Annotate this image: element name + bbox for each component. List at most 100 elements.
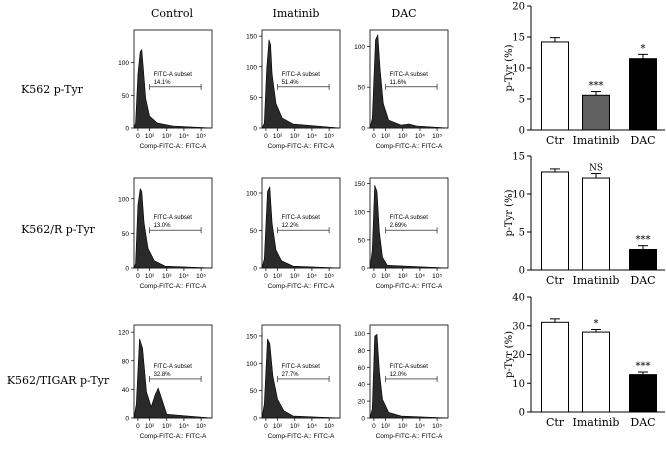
histogram-y-tick-label: 100 <box>246 64 257 71</box>
gate-percent: 27.7% <box>282 372 300 378</box>
histogram-distribution <box>369 33 449 129</box>
gate-percent: 12.0% <box>390 372 408 378</box>
histogram-y-tick-label: 0 <box>125 416 129 423</box>
histogram-x-tick-label: 10⁴ <box>179 273 189 280</box>
gate-label: FITC-A subset <box>154 364 193 370</box>
bar-y-tick-label: 15 <box>512 33 525 44</box>
histogram-x-axis-label: Comp-FITC-A:: FITC-A <box>268 433 335 440</box>
column-header-imatinib: Imatinib <box>273 7 320 20</box>
gate-label: FITC-A subset <box>390 72 429 78</box>
histogram-x-tick-label: 10³ <box>290 273 300 280</box>
gate-label: FITC-A subset <box>390 215 429 221</box>
histogram-y-tick-label: 100 <box>246 361 257 368</box>
bar-category-label: DAC <box>630 134 655 147</box>
histogram-x-tick-label: 10³ <box>398 423 408 430</box>
histogram-y-tick-label: 50 <box>250 388 258 395</box>
histogram-x-tick-label: 10⁵ <box>324 423 334 430</box>
histogram-x-tick-label: 10² <box>145 133 155 140</box>
histogram-y-tick-label: 100 <box>354 331 365 338</box>
histogram-x-tick-label: 10² <box>273 423 283 430</box>
bar <box>629 58 657 131</box>
row-label-k562r: K562/R p-Tyr <box>21 223 96 236</box>
histogram-x-tick-label: 10⁵ <box>432 423 442 430</box>
histogram-x-axis-label: Comp-FITC-A:: FITC-A <box>376 143 443 150</box>
column-header-control: Control <box>151 7 193 20</box>
bar-category-label: DAC <box>630 274 655 287</box>
histogram-x-axis-label: Comp-FITC-A:: FITC-A <box>140 143 207 150</box>
histogram-x-tick-label: 10³ <box>162 273 172 280</box>
significance-marker: *** <box>589 81 604 92</box>
bar-y-tick-label: 40 <box>512 293 525 304</box>
histogram-x-axis-label: Comp-FITC-A:: FITC-A <box>268 283 335 290</box>
bar-y-tick-label: 15 <box>512 152 525 163</box>
histogram-distribution <box>369 185 449 269</box>
histogram-y-tick-label: 0 <box>361 266 365 273</box>
histogram-distribution <box>261 338 341 419</box>
significance-marker: *** <box>636 361 651 372</box>
bar-y-tick-label: 0 <box>519 266 525 277</box>
gate-percent: 11.6% <box>390 80 407 86</box>
histogram-y-tick-label: 100 <box>246 191 257 198</box>
gate-percent: 51.4% <box>282 80 300 86</box>
histogram-x-tick-label: 10⁵ <box>196 273 206 280</box>
histogram-y-tick-label: 60 <box>358 365 366 372</box>
histogram-x-tick-label: 0 <box>372 423 376 430</box>
gate-label: FITC-A subset <box>282 72 321 78</box>
gate-label: FITC-A subset <box>154 72 193 78</box>
histogram-x-tick-label: 10³ <box>398 273 408 280</box>
bar <box>582 94 610 131</box>
bar-chart-2: 0 5 10 15 p-Tyr (%) Ctr NS Imatinib *** DAC <box>504 152 665 287</box>
histogram-distribution <box>133 48 213 129</box>
histogram-x-tick-label: 10⁴ <box>179 133 189 140</box>
histogram-x-tick-label: 0 <box>136 423 140 430</box>
histogram-y-tick-label: 80 <box>122 358 130 365</box>
histogram-x-tick-label: 0 <box>372 133 376 140</box>
gate-percent: 12.2% <box>282 223 300 229</box>
bar-chart-1: 0 5 10 15 20 p-Tyr (%) Ctr *** Imatinib * DAC <box>504 2 665 147</box>
bar-y-axis-label: p-Tyr (%) <box>504 189 515 236</box>
bar <box>582 177 610 271</box>
row-label-k562: K562 p-Tyr <box>21 83 84 96</box>
histogram-y-tick-label: 0 <box>125 126 129 133</box>
histogram-x-tick-label: 10⁵ <box>432 273 442 280</box>
histogram-y-tick-label: 50 <box>250 228 258 235</box>
histogram-distribution <box>261 185 341 269</box>
bar <box>629 374 657 413</box>
histogram-y-tick-label: 150 <box>246 34 257 41</box>
bar <box>541 41 569 131</box>
histogram-y-tick-label: 150 <box>354 181 365 188</box>
bar-y-axis-label: p-Tyr (%) <box>504 44 515 91</box>
histogram-y-tick-label: 80 <box>358 348 366 355</box>
histogram-x-tick-label: 10⁵ <box>324 273 334 280</box>
histogram-x-tick-label: 10⁴ <box>415 273 425 280</box>
histogram-x-tick-label: 10⁴ <box>307 133 317 140</box>
histogram-distribution <box>261 39 341 129</box>
histogram-x-tick-label: 0 <box>264 423 268 430</box>
bar <box>582 331 610 413</box>
histogram-x-tick-label: 10⁵ <box>196 423 206 430</box>
histogram-x-tick-label: 10² <box>273 133 283 140</box>
histogram-x-tick-label: 10² <box>273 273 283 280</box>
gate-label: FITC-A subset <box>154 215 193 221</box>
histogram-y-tick-label: 0 <box>361 126 365 133</box>
histogram-y-tick-label: 100 <box>354 44 365 51</box>
histogram-y-tick-label: 100 <box>118 196 129 203</box>
histogram-y-tick-label: 0 <box>361 416 365 423</box>
bar <box>541 171 569 271</box>
bar-category-label: Imatinib <box>573 416 620 429</box>
bar-category-label: Ctr <box>546 274 565 287</box>
histogram-x-tick-label: 0 <box>136 273 140 280</box>
bar-category-label: Ctr <box>546 134 565 147</box>
histogram-y-tick-label: 40 <box>358 382 366 389</box>
column-header-dac: DAC <box>391 7 416 20</box>
bar-category-label: Imatinib <box>573 134 620 147</box>
histogram-x-tick-label: 10⁴ <box>415 423 425 430</box>
